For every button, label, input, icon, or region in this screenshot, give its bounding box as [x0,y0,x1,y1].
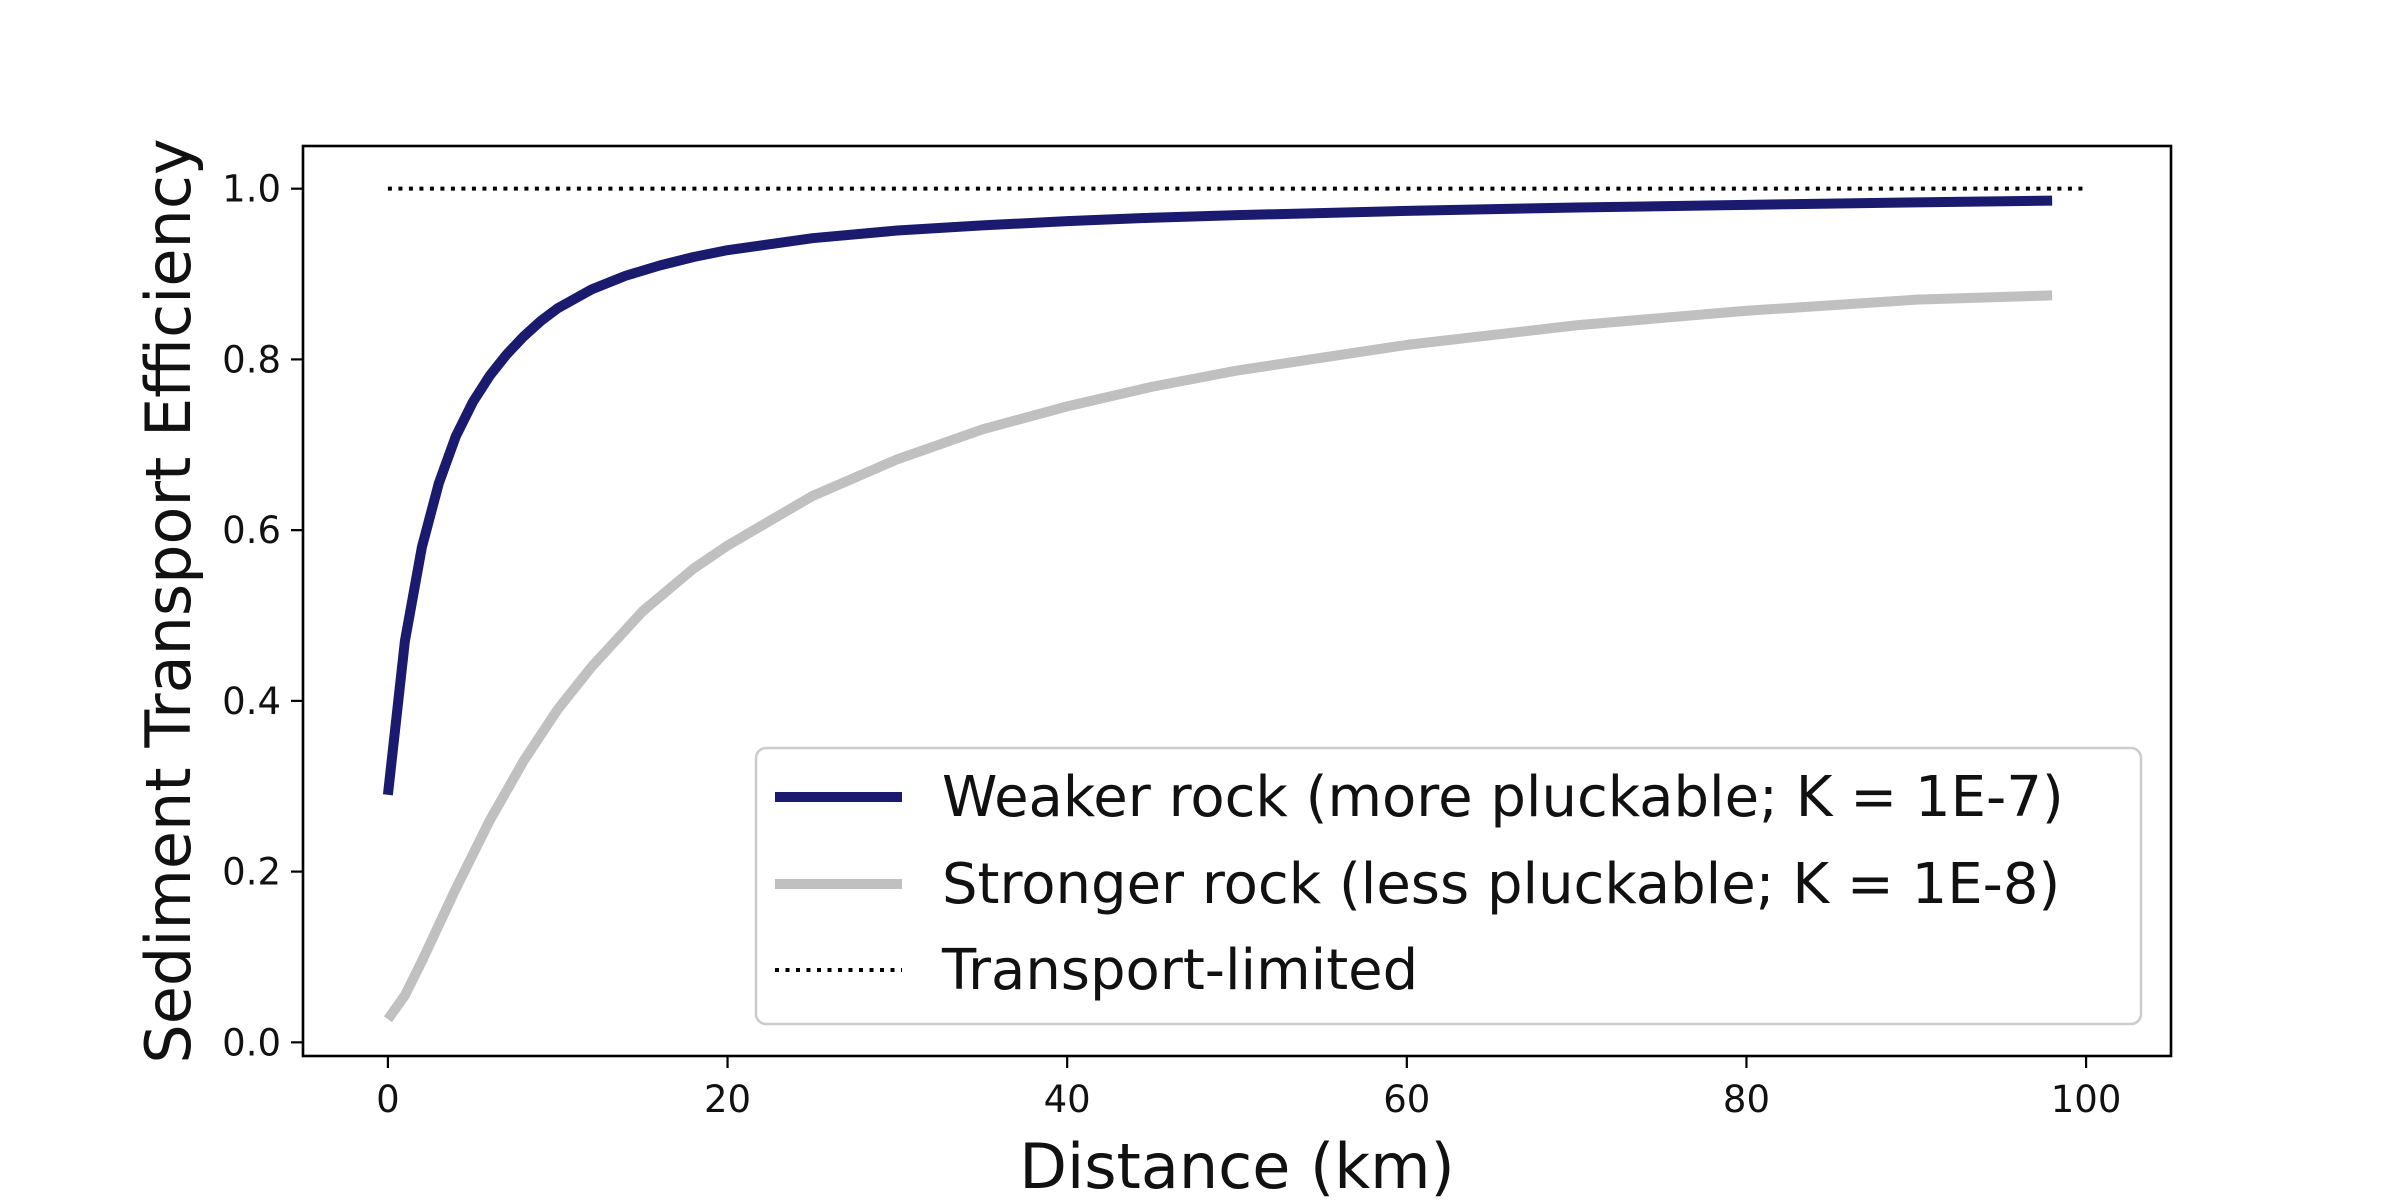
y-tick-label: 0.0 [222,1021,281,1064]
plot-frame [301,144,2173,1058]
series-line-stronger-rock [383,290,2053,1023]
series-layer [382,186,2087,1023]
x-tick-label: 40 [1044,1078,1091,1121]
x-tick-label: 0 [376,1078,400,1121]
y-tick-label: 0.8 [222,338,281,381]
x-tick-label: 60 [1383,1078,1430,1121]
y-tick-label: 0.6 [222,509,281,552]
x-tick-label: 100 [2051,1078,2122,1121]
legend-label-transport-limited: Transport-limited [941,938,1418,1003]
legend-label-weaker-rock: Weaker rock (more pluckable; K = 1E-7) [942,765,2064,830]
x-axis: 0 20 40 60 80 100 [376,1056,2121,1121]
x-axis-label: Distance (km) [1019,1130,1454,1200]
legend-label-stronger-rock: Stronger rock (less pluckable; K = 1E-8) [942,852,2060,917]
series-line-weaker-rock [382,195,2053,796]
x-tick-label: 80 [1723,1078,1770,1121]
y-tick-label: 0.2 [222,851,281,894]
y-axis: 0.0 0.2 0.4 0.6 0.8 1.0 [222,168,303,1064]
legend: Weaker rock (more pluckable; K = 1E-7) S… [754,746,2143,1026]
y-tick-label: 0.4 [222,680,281,723]
y-tick-label: 1.0 [222,168,281,211]
x-tick-label: 20 [704,1078,751,1121]
legend-box [754,746,2143,1026]
y-axis-label: Sediment Transport Efficiency [132,138,205,1063]
